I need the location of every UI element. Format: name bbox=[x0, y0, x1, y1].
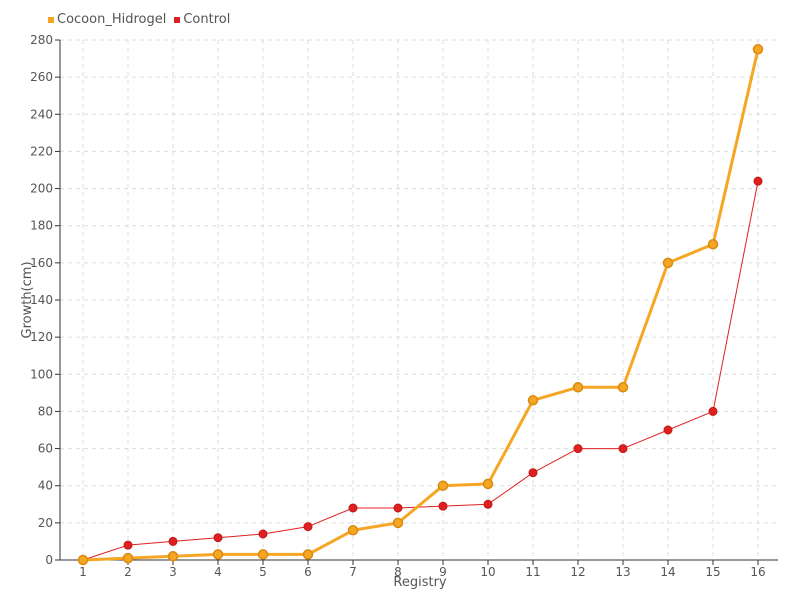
data-point-cocoon[interactable] bbox=[77, 554, 89, 566]
data-point-cocoon[interactable] bbox=[707, 239, 719, 250]
data-point-cocoon[interactable] bbox=[752, 44, 764, 55]
y-tick-label: 260 bbox=[30, 70, 53, 84]
x-tick-label: 8 bbox=[394, 565, 402, 579]
legend: Cocoon_Hidrogel Control bbox=[48, 12, 230, 27]
x-tick-label: 7 bbox=[349, 565, 357, 579]
y-tick-label: 40 bbox=[38, 479, 53, 493]
x-tick-label: 15 bbox=[705, 565, 720, 579]
series-layer bbox=[77, 44, 764, 566]
data-point-cocoon[interactable] bbox=[662, 257, 674, 269]
y-tick-label: 100 bbox=[30, 367, 53, 381]
axes: 0 20 40 60 80 100 120 140 160 180 200 220 240 260 280 1… bbox=[30, 33, 778, 579]
y-tick-label: 20 bbox=[38, 516, 53, 530]
x-tick-label: 13 bbox=[615, 565, 630, 579]
data-point-control[interactable] bbox=[348, 503, 358, 513]
data-point-cocoon[interactable] bbox=[617, 382, 629, 393]
data-point-control[interactable] bbox=[753, 176, 763, 186]
data-point-control[interactable] bbox=[393, 503, 403, 513]
y-tick-label: 60 bbox=[38, 442, 53, 456]
data-point-control[interactable] bbox=[528, 468, 538, 478]
data-point-cocoon[interactable] bbox=[122, 552, 134, 564]
y-tick-label: 140 bbox=[30, 293, 53, 307]
x-tick-label: 12 bbox=[570, 565, 585, 579]
x-tick-label: 4 bbox=[214, 565, 222, 579]
x-tick-label: 10 bbox=[480, 565, 495, 579]
y-tick-label: 220 bbox=[30, 144, 53, 158]
y-tick-label: 0 bbox=[45, 553, 53, 567]
x-tick-label: 5 bbox=[259, 565, 267, 579]
data-point-cocoon[interactable] bbox=[392, 517, 404, 529]
data-point-cocoon[interactable] bbox=[347, 525, 359, 536]
data-point-control[interactable] bbox=[708, 406, 718, 416]
data-point-control[interactable] bbox=[438, 501, 448, 511]
data-point-control[interactable] bbox=[573, 444, 583, 454]
data-point-cocoon[interactable] bbox=[437, 480, 449, 491]
data-point-cocoon[interactable] bbox=[167, 551, 179, 562]
data-point-control[interactable] bbox=[258, 529, 268, 539]
y-tick-label: 80 bbox=[38, 404, 53, 418]
data-point-control[interactable] bbox=[213, 533, 223, 543]
y-tick-label: 160 bbox=[30, 256, 53, 270]
x-tick-label: 2 bbox=[124, 565, 132, 579]
data-point-cocoon[interactable] bbox=[482, 478, 494, 490]
legend-swatch-control bbox=[174, 16, 181, 23]
y-tick-label: 240 bbox=[30, 107, 53, 121]
y-axis-title: Growth(cm) bbox=[20, 261, 35, 338]
legend-label-control: Control bbox=[183, 12, 231, 27]
data-point-control[interactable] bbox=[168, 536, 178, 546]
data-point-cocoon[interactable] bbox=[572, 382, 584, 393]
x-tick-label: 1 bbox=[79, 565, 87, 579]
x-tick-label: 14 bbox=[660, 565, 675, 579]
data-point-cocoon[interactable] bbox=[302, 549, 314, 560]
legend-label-cocoon: Cocoon_Hidrogel bbox=[57, 12, 167, 27]
legend-item-cocoon[interactable]: Cocoon_Hidrogel bbox=[48, 12, 166, 27]
data-point-cocoon[interactable] bbox=[527, 395, 539, 406]
x-axis-title: Registry bbox=[393, 575, 447, 590]
x-tick-label: 11 bbox=[525, 565, 540, 579]
series-line-cocoon bbox=[82, 48, 760, 562]
data-point-cocoon[interactable] bbox=[257, 549, 269, 560]
y-tick-label: 280 bbox=[30, 33, 53, 47]
y-tick-label: 120 bbox=[30, 330, 53, 344]
data-point-control[interactable] bbox=[483, 499, 493, 509]
x-tick-label: 16 bbox=[750, 565, 765, 579]
x-tick-label: 6 bbox=[304, 565, 312, 579]
data-point-control[interactable] bbox=[663, 425, 673, 435]
data-point-control[interactable] bbox=[123, 540, 133, 550]
x-tick-label: 3 bbox=[169, 565, 177, 579]
series-line-control bbox=[82, 181, 759, 561]
data-point-control[interactable] bbox=[618, 444, 628, 454]
x-tick-label: 9 bbox=[439, 565, 447, 579]
grid bbox=[60, 39, 778, 560]
data-point-cocoon[interactable] bbox=[212, 549, 224, 560]
y-tick-label: 200 bbox=[30, 182, 53, 196]
data-point-control[interactable] bbox=[303, 522, 313, 532]
legend-item-control[interactable]: Control bbox=[174, 12, 230, 27]
legend-swatch-cocoon bbox=[48, 16, 54, 23]
y-tick-label: 180 bbox=[30, 219, 53, 233]
